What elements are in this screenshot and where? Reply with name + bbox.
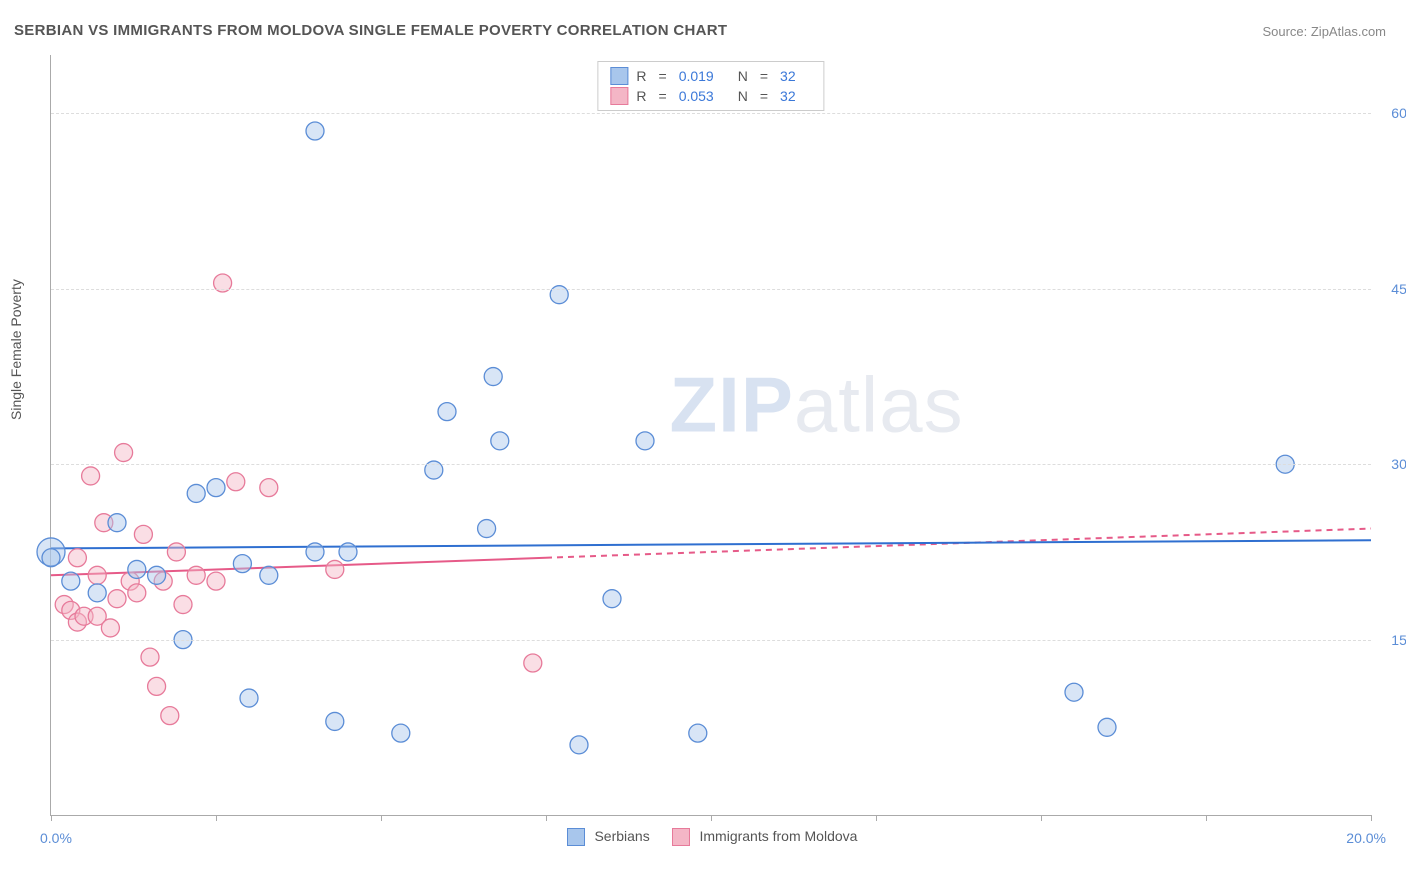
- data-point: [62, 572, 80, 590]
- data-point: [484, 368, 502, 386]
- x-tick: [1371, 815, 1372, 821]
- data-point: [187, 566, 205, 584]
- series-legend: Serbians Immigrants from Moldova: [0, 828, 1406, 846]
- plot-area: ZIPatlas R = 0.019 N = 32 R = 0.053 N = …: [50, 55, 1371, 816]
- data-point: [478, 520, 496, 538]
- data-point: [306, 543, 324, 561]
- data-point: [148, 566, 166, 584]
- x-tick: [51, 815, 52, 821]
- data-point: [1065, 683, 1083, 701]
- y-tick-label: 45.0%: [1381, 281, 1406, 297]
- data-point: [603, 590, 621, 608]
- data-point: [339, 543, 357, 561]
- chart-title: SERBIAN VS IMMIGRANTS FROM MOLDOVA SINGL…: [14, 22, 727, 39]
- n-label: N: [738, 68, 748, 84]
- data-point: [161, 707, 179, 725]
- equals-sign: =: [659, 88, 667, 104]
- data-point: [233, 555, 251, 573]
- n-value-serbians: 32: [780, 68, 796, 84]
- n-label: N: [738, 88, 748, 104]
- x-tick: [381, 815, 382, 821]
- data-point: [82, 467, 100, 485]
- r-label: R: [636, 88, 646, 104]
- source-label: Source: ZipAtlas.com: [1262, 24, 1386, 39]
- data-point: [101, 619, 119, 637]
- data-point: [134, 525, 152, 543]
- data-point: [260, 566, 278, 584]
- x-tick: [1206, 815, 1207, 821]
- data-point: [207, 479, 225, 497]
- data-point: [326, 560, 344, 578]
- data-point: [42, 549, 60, 567]
- gridline: [51, 640, 1371, 641]
- data-point: [148, 677, 166, 695]
- gridline: [51, 289, 1371, 290]
- y-tick-label: 15.0%: [1381, 632, 1406, 648]
- y-tick-label: 60.0%: [1381, 105, 1406, 121]
- data-point: [108, 590, 126, 608]
- data-point: [108, 514, 126, 532]
- data-point: [128, 560, 146, 578]
- gridline: [51, 113, 1371, 114]
- y-axis-label: Single Female Poverty: [8, 279, 24, 420]
- data-point: [570, 736, 588, 754]
- x-tick: [711, 815, 712, 821]
- data-point: [689, 724, 707, 742]
- swatch-pink-icon: [610, 87, 628, 105]
- data-point: [392, 724, 410, 742]
- legend-row-moldova: R = 0.053 N = 32: [610, 86, 811, 106]
- regression-line-moldova-solid: [51, 558, 546, 576]
- x-tick: [876, 815, 877, 821]
- data-point: [128, 584, 146, 602]
- gridline: [51, 464, 1371, 465]
- x-tick: [546, 815, 547, 821]
- data-point: [68, 549, 86, 567]
- swatch-blue-icon: [567, 828, 585, 846]
- data-point: [187, 484, 205, 502]
- r-label: R: [636, 68, 646, 84]
- y-tick-label: 30.0%: [1381, 456, 1406, 472]
- data-point: [438, 403, 456, 421]
- swatch-blue-icon: [610, 67, 628, 85]
- data-point: [115, 444, 133, 462]
- data-point: [491, 432, 509, 450]
- scatter-svg: [51, 55, 1371, 815]
- data-point: [167, 543, 185, 561]
- equals-sign: =: [760, 68, 768, 84]
- data-point: [88, 566, 106, 584]
- legend-label-moldova: Immigrants from Moldova: [700, 828, 858, 844]
- data-point: [524, 654, 542, 672]
- legend-label-serbians: Serbians: [594, 828, 649, 844]
- regression-line-serbians: [51, 540, 1371, 548]
- data-point: [141, 648, 159, 666]
- data-point: [636, 432, 654, 450]
- data-point: [240, 689, 258, 707]
- legend-row-serbians: R = 0.019 N = 32: [610, 66, 811, 86]
- r-value-moldova: 0.053: [679, 88, 714, 104]
- data-point: [326, 712, 344, 730]
- n-value-moldova: 32: [780, 88, 796, 104]
- data-point: [227, 473, 245, 491]
- data-point: [207, 572, 225, 590]
- data-point: [306, 122, 324, 140]
- correlation-legend: R = 0.019 N = 32 R = 0.053 N = 32: [597, 61, 824, 111]
- data-point: [174, 596, 192, 614]
- x-tick: [216, 815, 217, 821]
- x-tick: [1041, 815, 1042, 821]
- equals-sign: =: [760, 88, 768, 104]
- equals-sign: =: [659, 68, 667, 84]
- r-value-serbians: 0.019: [679, 68, 714, 84]
- data-point: [260, 479, 278, 497]
- swatch-pink-icon: [672, 828, 690, 846]
- data-point: [88, 584, 106, 602]
- data-point: [1098, 718, 1116, 736]
